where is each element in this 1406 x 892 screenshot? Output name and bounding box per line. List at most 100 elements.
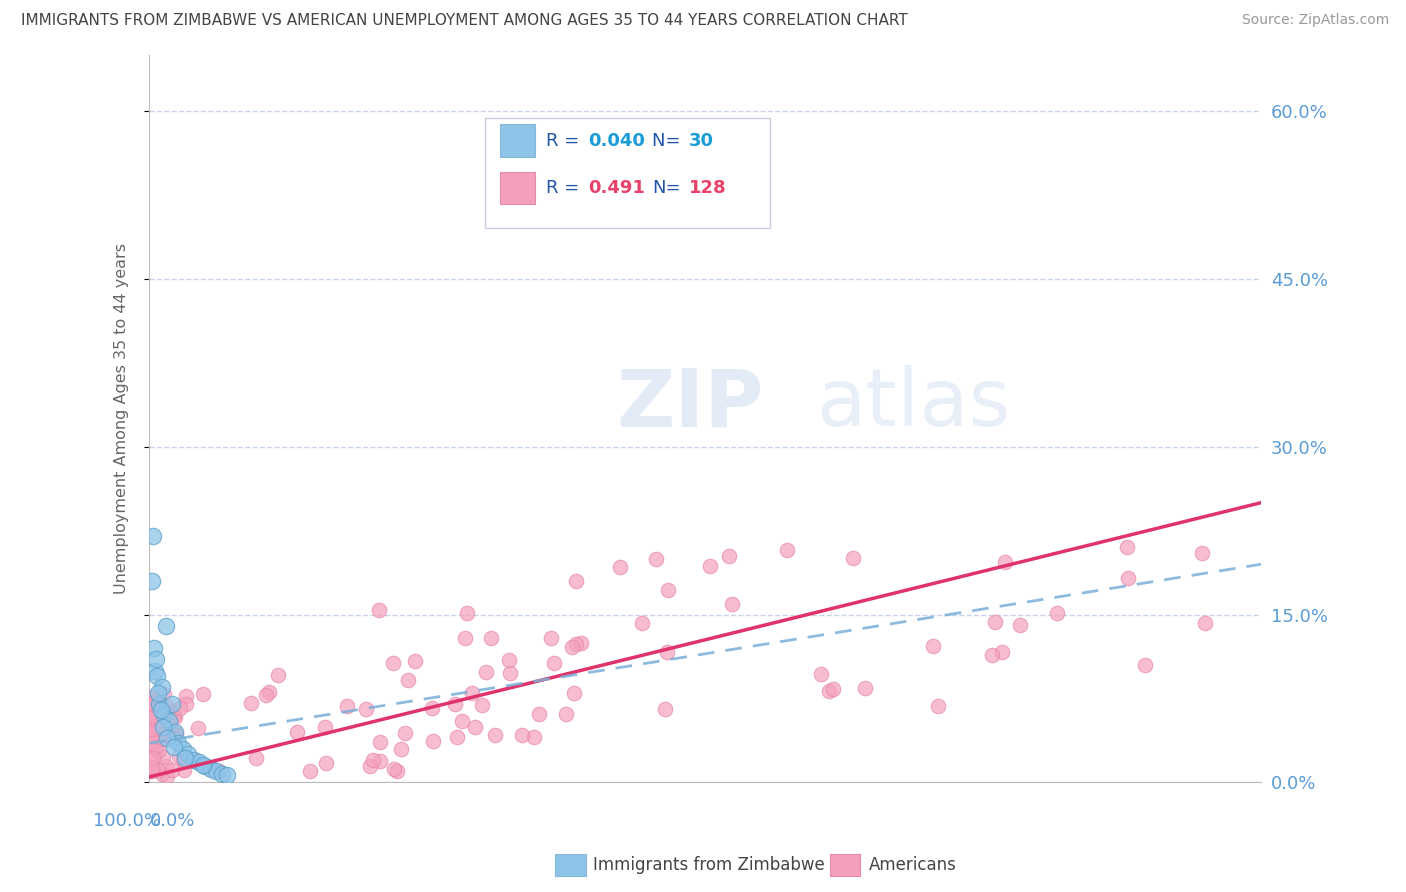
FancyBboxPatch shape [499, 124, 536, 157]
Point [1115, 540, 1137, 554]
Point [654, 702, 676, 716]
Point [354, 702, 377, 716]
Point [561, 640, 583, 655]
Point [1010, 618, 1032, 632]
Point [156, 700, 179, 714]
Point [1191, 546, 1213, 560]
Point [776, 543, 799, 558]
Point [1133, 658, 1156, 673]
Point [165, 710, 187, 724]
Point [721, 597, 744, 611]
Y-axis label: Unemployment Among Ages 35 to 44 years: Unemployment Among Ages 35 to 44 years [114, 244, 128, 594]
Point [150, 681, 173, 695]
Text: 128: 128 [689, 179, 725, 197]
Point [475, 665, 498, 680]
Point [523, 730, 546, 744]
Point [165, 726, 187, 740]
Point [152, 687, 174, 701]
Point [543, 656, 565, 670]
Point [152, 703, 174, 717]
Point [810, 667, 832, 681]
Point [921, 640, 943, 654]
Point [152, 719, 174, 733]
Point [361, 753, 384, 767]
Point [155, 619, 177, 633]
Point [159, 704, 181, 718]
Point [194, 758, 217, 772]
Point [160, 697, 183, 711]
Point [156, 731, 179, 745]
Point [444, 697, 467, 711]
Point [471, 698, 494, 713]
Point [569, 636, 592, 650]
Point [446, 731, 468, 745]
Point [257, 685, 280, 699]
Point [143, 740, 166, 755]
Point [1118, 571, 1140, 585]
Point [146, 669, 169, 683]
Point [146, 744, 169, 758]
Text: R =: R = [546, 132, 585, 150]
Point [645, 551, 668, 566]
Point [167, 736, 190, 750]
Point [993, 555, 1015, 569]
Point [657, 582, 679, 597]
Point [565, 636, 588, 650]
Point [217, 767, 239, 781]
Point [139, 733, 162, 747]
Point [336, 699, 359, 714]
Point [156, 729, 179, 743]
Point [240, 696, 263, 710]
Point [157, 716, 180, 731]
Point [984, 615, 1007, 630]
Point [382, 762, 405, 776]
Point [285, 725, 308, 739]
Point [315, 756, 337, 770]
FancyBboxPatch shape [499, 171, 536, 204]
Point [699, 558, 721, 573]
Point [193, 687, 215, 701]
Point [139, 696, 162, 710]
Point [174, 697, 197, 711]
Point [510, 728, 533, 742]
Point [172, 753, 194, 767]
Text: 0.0%: 0.0% [149, 812, 195, 830]
Point [314, 720, 336, 734]
Text: 0.491: 0.491 [589, 179, 645, 197]
Point [143, 747, 166, 761]
Point [498, 666, 520, 681]
Point [142, 751, 165, 765]
Point [159, 728, 181, 742]
Point [191, 757, 214, 772]
Point [150, 767, 173, 781]
Point [381, 656, 404, 670]
Point [454, 632, 477, 646]
Point [148, 763, 170, 777]
Point [205, 764, 228, 779]
Point [368, 754, 391, 768]
Point [187, 721, 209, 735]
Text: N=: N= [652, 132, 686, 150]
Point [172, 742, 194, 756]
Point [149, 697, 172, 711]
Point [1046, 607, 1069, 621]
Point [208, 764, 231, 779]
Point [991, 645, 1014, 659]
Point [141, 574, 163, 588]
Point [141, 729, 163, 743]
Point [152, 708, 174, 723]
Point [177, 747, 200, 762]
Point [254, 688, 277, 702]
Point [148, 697, 170, 711]
Point [139, 722, 162, 736]
Point [562, 686, 585, 700]
Point [165, 726, 187, 740]
Point [139, 764, 162, 779]
Point [143, 664, 166, 678]
Point [359, 759, 381, 773]
Point [141, 710, 163, 724]
Point [396, 673, 419, 687]
Point [174, 690, 197, 704]
Text: Immigrants from Zimbabwe: Immigrants from Zimbabwe [593, 856, 825, 874]
Point [389, 742, 412, 756]
